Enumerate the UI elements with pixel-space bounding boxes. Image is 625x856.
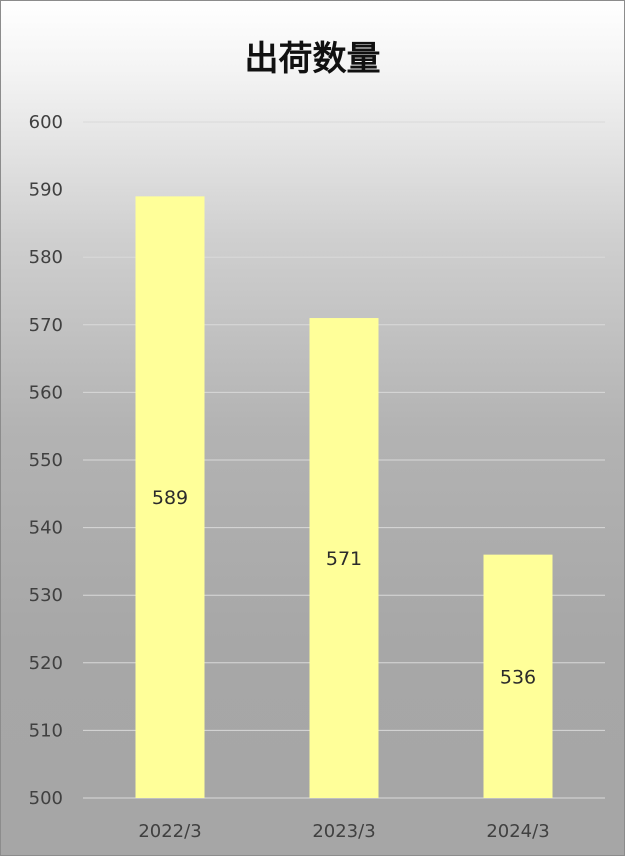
y-tick-label-520: 520 <box>29 653 63 674</box>
bar-2022/3 <box>135 196 205 799</box>
data-label-2022/3: 589 <box>152 487 188 509</box>
y-tick-label-550: 550 <box>29 450 63 471</box>
y-tick-label-580: 580 <box>29 247 63 268</box>
y-tick-label-570: 570 <box>29 315 63 336</box>
chart-title: 出荷数量 <box>244 39 381 79</box>
bar-2023/3 <box>309 318 379 798</box>
y-tick-label-540: 540 <box>29 518 63 539</box>
x-tick-label-2022/3: 2022/3 <box>138 821 201 842</box>
x-tick-label-2023/3: 2023/3 <box>312 821 375 842</box>
y-tick-label-590: 590 <box>29 180 63 201</box>
y-tick-label-510: 510 <box>29 720 63 741</box>
y-tick-label-500: 500 <box>29 788 63 809</box>
x-tick-label-2024/3: 2024/3 <box>486 821 549 842</box>
data-label-2023/3: 571 <box>326 548 362 570</box>
data-label-2024/3: 536 <box>500 666 536 688</box>
bar-2024/3 <box>483 554 553 798</box>
y-tick-label-600: 600 <box>29 112 63 133</box>
y-tick-label-560: 560 <box>29 382 63 403</box>
y-tick-label-530: 530 <box>29 585 63 606</box>
